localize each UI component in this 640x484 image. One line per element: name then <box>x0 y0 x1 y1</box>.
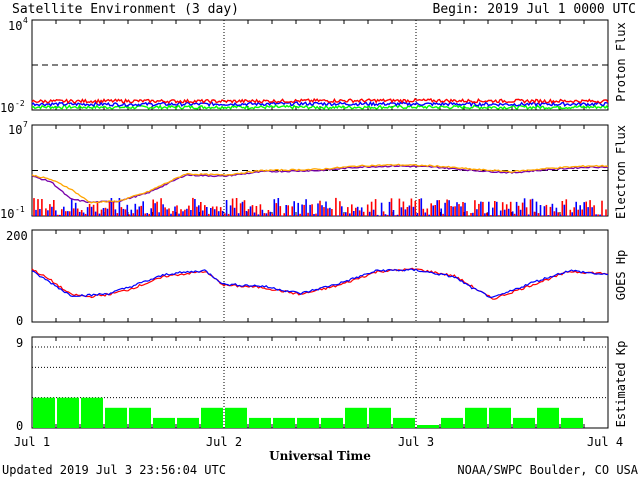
kp-bar <box>441 417 463 428</box>
ytick-label: 10 <box>8 19 22 33</box>
electron-ytick-top: 10 7 <box>8 120 28 137</box>
panel-frame <box>31 229 609 323</box>
xtick-label: Jul 3 <box>398 435 434 449</box>
proton-series-line <box>31 97 609 105</box>
ytick-exp: -1 <box>15 205 25 214</box>
kp-bar <box>201 407 223 428</box>
kp-bar <box>249 417 271 428</box>
begin-time: Begin: 2019 Jul 1 0000 UTC <box>433 2 637 17</box>
kp-bar <box>297 417 319 428</box>
data-source: NOAA/SWPC Boulder, CO USA <box>457 463 638 477</box>
ytick-exp: -2 <box>15 99 25 108</box>
updated-time: Updated 2019 Jul 3 23:56:04 UTC <box>2 463 226 477</box>
kp-bar <box>369 407 391 428</box>
kp-bar <box>225 407 247 428</box>
proton-flux-label: Proton Flux <box>614 22 628 101</box>
kp-bar <box>177 417 199 428</box>
proton-series-line <box>31 100 609 108</box>
x-tick-labels: Jul 1 Jul 2 Jul 3 Jul 4 <box>14 435 623 449</box>
ytick-label: 10 <box>0 101 14 115</box>
x-axis-label: Universal Time <box>269 449 371 463</box>
goes-hp-series-line <box>31 267 609 300</box>
goes-hp-series-line <box>31 268 609 299</box>
hp-ytick-top: 200 <box>6 229 28 243</box>
data-layer <box>31 64 609 428</box>
panel-frame <box>31 19 609 111</box>
chart-title: Satellite Environment (3 day) <box>12 2 239 17</box>
xtick-label: Jul 4 <box>587 435 623 449</box>
kp-bar <box>537 407 559 428</box>
kp-bar <box>489 407 511 428</box>
kp-bar <box>321 417 343 428</box>
hp-ytick-bottom: 0 <box>16 314 23 328</box>
kp-bar <box>153 417 175 428</box>
kp-bar <box>345 407 367 428</box>
kp-bar <box>81 397 103 428</box>
kp-bar <box>57 397 79 428</box>
ytick-label: 10 <box>8 123 22 137</box>
proton-ytick-bottom: 10 -2 <box>0 99 25 115</box>
kp-bar <box>129 407 151 428</box>
panel-frames <box>31 19 609 429</box>
kp-bar <box>105 407 127 428</box>
proton-ytick-top: 10 4 <box>8 16 28 33</box>
ytick-label: 10 <box>0 207 14 221</box>
electron-flux-label: Electron Flux <box>614 125 628 219</box>
kp-bar <box>393 417 415 428</box>
xtick-label: Jul 1 <box>14 435 50 449</box>
kp-bar <box>561 417 583 428</box>
kp-ytick-top: 9 <box>16 336 23 350</box>
proton-series-line <box>31 104 609 110</box>
ytick-exp: 7 <box>23 120 28 129</box>
kp-bar <box>417 425 439 428</box>
kp-bar <box>273 417 295 428</box>
electron-series-line <box>31 163 609 204</box>
ytick-exp: 4 <box>23 16 28 25</box>
kp-ytick-bottom: 0 <box>16 419 23 433</box>
kp-bar <box>33 397 55 428</box>
electron-ytick-bottom: 10 -1 <box>0 205 25 221</box>
goes-hp-label: GOES Hp <box>614 250 628 301</box>
kp-bar <box>513 417 535 428</box>
xtick-label: Jul 2 <box>206 435 242 449</box>
estimated-kp-label: Estimated Kp <box>614 341 628 428</box>
kp-bar <box>465 407 487 428</box>
